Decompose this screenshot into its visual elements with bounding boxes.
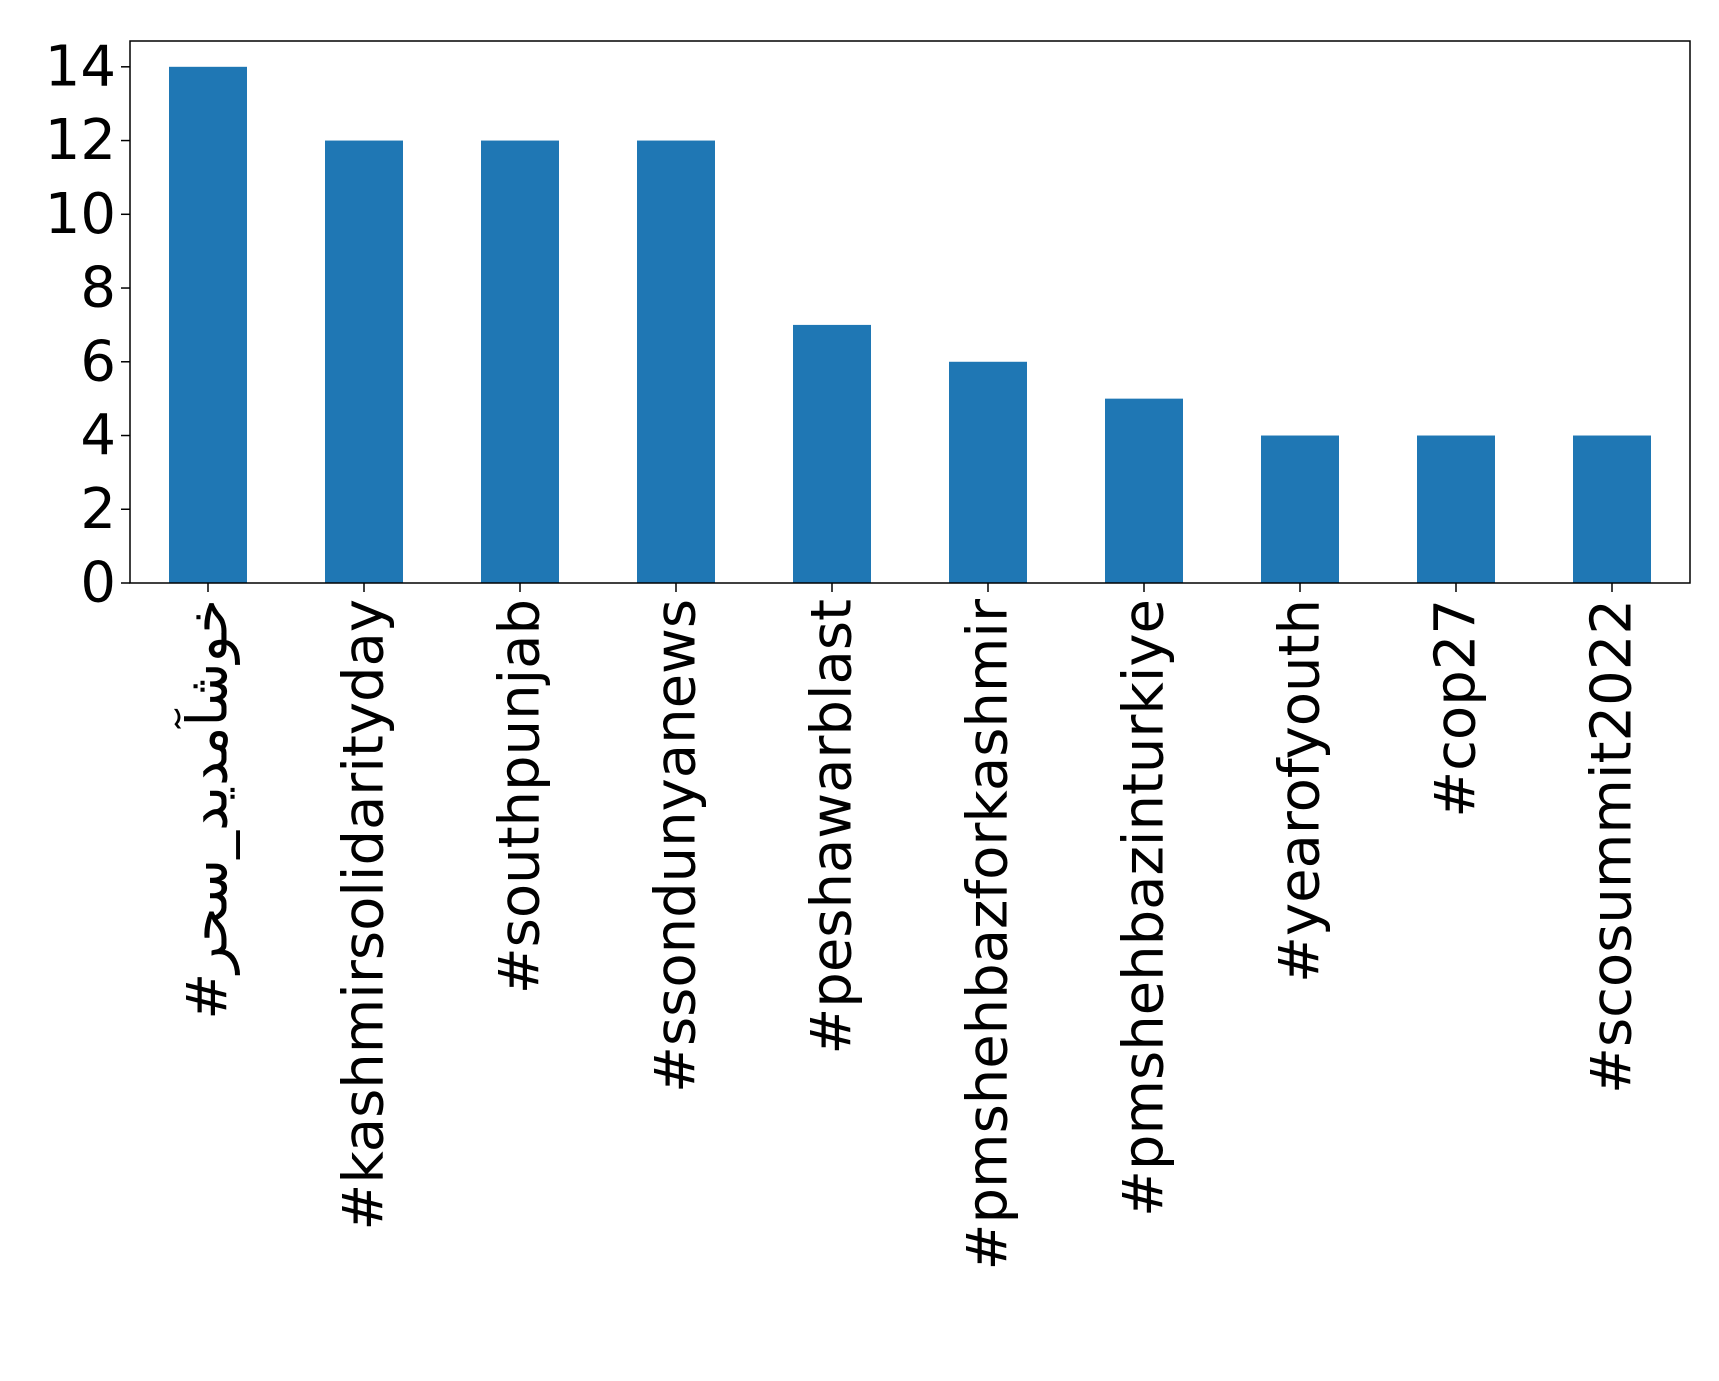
- y-tick-label: 10: [45, 182, 116, 247]
- x-tick-label: #ssondunyanews: [644, 599, 709, 1093]
- bar: [1261, 435, 1339, 583]
- y-axis: 0 2 4 6 8 10 12 14: [45, 34, 130, 616]
- y-tick-label: 4: [80, 403, 116, 468]
- x-tick-label: #yearofyouth: [1268, 599, 1333, 983]
- bar: [325, 140, 403, 583]
- plot-frame: [129, 40, 1691, 584]
- x-tick-label: #southpunjab: [488, 599, 553, 994]
- bar: [1417, 435, 1495, 583]
- x-tick-label: #scosummit2022: [1580, 599, 1645, 1094]
- y-tick-label: 14: [45, 34, 116, 99]
- x-tick-label: #kashmirsolidarityday: [332, 599, 397, 1231]
- y-tick-label: 0: [80, 551, 116, 616]
- x-axis: #خوشآمدید_سحر #kashmirsolidarityday #south…: [174, 583, 1645, 1270]
- bar: [949, 361, 1027, 583]
- x-tick-label: #cop27: [1424, 599, 1489, 818]
- bar: [793, 324, 871, 583]
- bar: [1105, 398, 1183, 583]
- bar: [169, 66, 247, 584]
- x-tick-label: #pmshehbazinturkiye: [1112, 599, 1177, 1217]
- bar: [481, 140, 559, 583]
- x-tick-label: #خوشآمدید_سحر: [174, 599, 241, 1020]
- y-tick-label: 8: [80, 256, 116, 321]
- y-tick-label: 6: [80, 329, 116, 394]
- bar: [637, 140, 715, 583]
- y-tick-label: 12: [45, 108, 116, 173]
- bar: [1573, 435, 1651, 583]
- x-tick-label: #peshawarblast: [800, 599, 865, 1055]
- x-tick-label: #pmshehbazforkashmir: [956, 598, 1021, 1270]
- bars-group: [169, 66, 1651, 584]
- y-tick-label: 2: [80, 477, 116, 542]
